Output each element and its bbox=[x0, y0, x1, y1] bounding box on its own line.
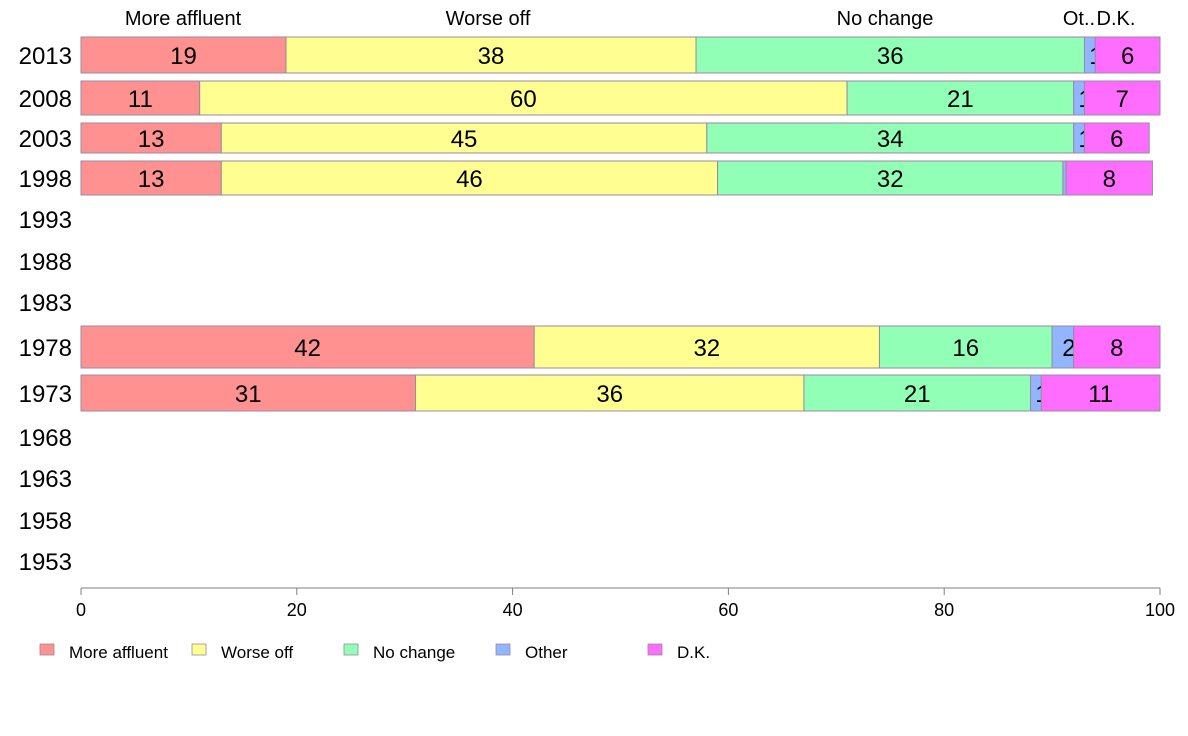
bar-segment bbox=[199, 80, 848, 116]
year-label: 2003 bbox=[19, 126, 72, 153]
bar-value-label: 36 bbox=[596, 381, 623, 408]
bar-segment bbox=[846, 80, 1075, 116]
x-tick-label: 80 bbox=[934, 600, 954, 620]
x-tick-label: 20 bbox=[287, 600, 307, 620]
legend-label: D.K. bbox=[677, 643, 710, 662]
x-tick-label: 100 bbox=[1145, 600, 1175, 620]
bar-segment bbox=[1094, 36, 1161, 74]
bar-value-label: 36 bbox=[877, 43, 904, 70]
legend-label: Other bbox=[525, 643, 568, 662]
bar-value-label: 19 bbox=[170, 43, 197, 70]
bar-value-label: 32 bbox=[693, 335, 720, 362]
bar-segment bbox=[706, 122, 1075, 154]
year-label: 2008 bbox=[19, 86, 72, 113]
bar-value-label: 13 bbox=[138, 126, 165, 153]
legend-label: Worse off bbox=[221, 643, 293, 662]
bar-segment bbox=[1073, 325, 1161, 369]
legend-swatch bbox=[39, 643, 55, 656]
legend-swatch bbox=[343, 643, 359, 656]
year-label: 1973 bbox=[19, 381, 72, 408]
year-label: 1958 bbox=[19, 508, 72, 535]
year-label: 1968 bbox=[19, 425, 72, 452]
bar-value-label: 31 bbox=[235, 381, 262, 408]
column-label: More affluent bbox=[125, 8, 242, 30]
legend-swatch bbox=[647, 643, 663, 656]
legend-swatch bbox=[495, 643, 511, 656]
legend-swatch bbox=[191, 643, 207, 656]
bar-value-label: 38 bbox=[478, 43, 505, 70]
bar-value-label: 8 bbox=[1103, 166, 1116, 193]
bar-segment bbox=[1040, 374, 1161, 412]
column-label: Worse off bbox=[446, 8, 531, 30]
year-label: 1953 bbox=[19, 549, 72, 576]
column-label: D.K. bbox=[1097, 8, 1136, 30]
bar-segment bbox=[1083, 80, 1161, 116]
bar-segment bbox=[80, 80, 201, 116]
bar-segment bbox=[1065, 160, 1153, 196]
x-tick-label: 60 bbox=[718, 600, 738, 620]
bar-value-label: 8 bbox=[1110, 335, 1123, 362]
bar-value-label: 13 bbox=[138, 166, 165, 193]
bar-segment bbox=[878, 325, 1053, 369]
year-label: 1963 bbox=[19, 466, 72, 493]
year-label: 1978 bbox=[19, 335, 72, 362]
bar-value-label: 6 bbox=[1121, 43, 1134, 70]
bar-value-label: 60 bbox=[510, 86, 537, 113]
bar-segment bbox=[285, 36, 697, 74]
bar-value-label: 11 bbox=[1088, 381, 1113, 408]
year-label: 1993 bbox=[19, 207, 72, 234]
bar-value-label: 42 bbox=[294, 335, 321, 362]
year-label: 2013 bbox=[19, 43, 72, 70]
bar-segment bbox=[1083, 122, 1150, 154]
year-label: 1988 bbox=[19, 249, 72, 276]
column-label: No change bbox=[837, 8, 934, 30]
bar-segment bbox=[220, 122, 708, 154]
column-label: Ot.. bbox=[1063, 8, 1095, 30]
bar-segment bbox=[803, 374, 1032, 412]
x-tick-label: 0 bbox=[76, 600, 86, 620]
bar-value-label: 34 bbox=[877, 126, 904, 153]
year-label: 1998 bbox=[19, 166, 72, 193]
bar-segment bbox=[80, 160, 222, 196]
bar-value-label: 6 bbox=[1110, 126, 1123, 153]
year-label: 1983 bbox=[19, 290, 72, 317]
bar-value-label: 21 bbox=[947, 86, 974, 113]
legend-label: No change bbox=[373, 643, 455, 662]
bar-segment bbox=[220, 160, 719, 196]
bar-segment bbox=[80, 36, 287, 74]
bar-value-label: 32 bbox=[877, 166, 904, 193]
bar-value-label: 21 bbox=[904, 381, 931, 408]
x-tick-label: 40 bbox=[503, 600, 523, 620]
bar-segment bbox=[533, 325, 880, 369]
bar-segment bbox=[695, 36, 1085, 74]
bar-value-label: 16 bbox=[952, 335, 979, 362]
bar-segment bbox=[80, 374, 416, 412]
bar-segment bbox=[80, 325, 535, 369]
bar-value-label: 46 bbox=[456, 166, 483, 193]
bar-value-label: 2 bbox=[1062, 335, 1075, 362]
bar-value-label: 7 bbox=[1116, 86, 1129, 113]
bar-value-label: 11 bbox=[128, 86, 153, 113]
legend-label: More affluent bbox=[69, 643, 168, 662]
bar-value-label: 45 bbox=[451, 126, 478, 153]
bar-segment bbox=[717, 160, 1064, 196]
